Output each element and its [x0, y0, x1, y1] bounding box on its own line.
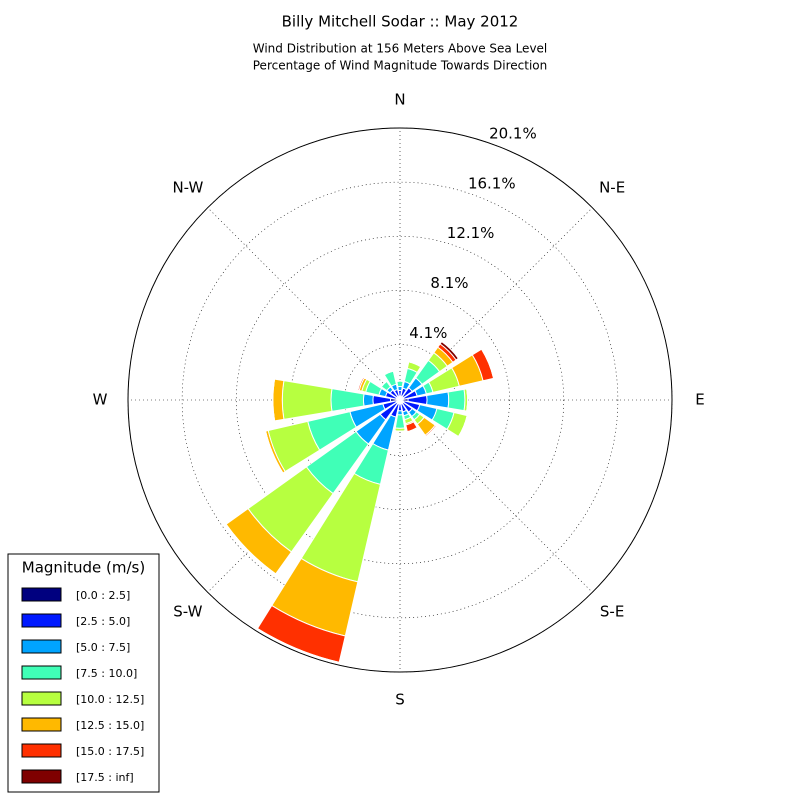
chart-subtitle: Wind Distribution at 156 Meters Above Se… — [253, 42, 548, 56]
direction-label: S — [395, 691, 405, 709]
bar-segment — [396, 410, 404, 416]
legend-title: Magnitude (m/s) — [22, 559, 145, 577]
legend-swatch — [21, 691, 62, 706]
legend-label: [17.5 : inf] — [76, 771, 134, 784]
bar-segment — [426, 391, 450, 409]
grid-circle — [235, 235, 565, 565]
direction-label: N-E — [599, 178, 625, 196]
legend-label: [10.0 : 12.5] — [76, 693, 144, 706]
bar-segment — [408, 361, 422, 368]
bar-segment — [394, 414, 406, 429]
bar-segment — [481, 348, 495, 379]
legend-label: [2.5 : 5.0] — [76, 615, 130, 628]
bar-segment — [458, 415, 468, 437]
bar-segment — [272, 379, 276, 421]
legend-swatch — [21, 665, 62, 680]
legend-swatch — [21, 587, 62, 602]
legend-label: [5.0 : 7.5] — [76, 641, 130, 654]
radial-grid-line — [207, 207, 401, 401]
bar-segment — [466, 388, 469, 412]
legend-label: [7.5 : 10.0] — [76, 667, 137, 680]
bar-segment — [330, 388, 365, 412]
direction-label: W — [93, 391, 108, 409]
legend-label: [12.5 : 15.0] — [76, 719, 144, 732]
bar-segment — [447, 388, 466, 412]
r-tick-label: 8.1% — [430, 274, 468, 292]
radial-grid-line — [399, 399, 593, 593]
direction-label: S-E — [600, 603, 624, 621]
chart-subtitle: Percentage of Wind Magnitude Towards Dir… — [253, 59, 547, 73]
bar-segment — [425, 425, 437, 437]
radial-grid-line — [399, 207, 593, 401]
legend-swatch — [21, 639, 62, 654]
r-tick-label: 20.1% — [489, 124, 537, 142]
legend-swatch — [21, 717, 62, 732]
bar-segment — [257, 628, 340, 663]
chart-title: Billy Mitchell Sodar :: May 2012 — [282, 13, 519, 31]
legend-label: [15.0 : 17.5] — [76, 745, 144, 758]
bar-segment — [225, 524, 276, 575]
legend-swatch — [21, 613, 62, 628]
direction-label: E — [695, 391, 704, 409]
grid-circle — [181, 181, 619, 619]
bar-segment — [439, 340, 460, 361]
legend-swatch — [21, 769, 62, 784]
r-tick-label: 4.1% — [409, 324, 447, 342]
legend-swatch — [21, 743, 62, 758]
bar-segment — [396, 380, 404, 388]
direction-label: S-W — [173, 603, 202, 621]
r-tick-label: 16.1% — [468, 174, 516, 192]
polar-frame — [127, 127, 673, 673]
bar-segment — [281, 380, 333, 420]
bar-segment — [397, 385, 403, 392]
bar-segment — [272, 378, 285, 422]
bar-segment — [362, 393, 374, 407]
direction-label: N-W — [172, 178, 203, 196]
direction-label: N — [394, 91, 405, 109]
bar-segment — [357, 376, 364, 391]
legend-label: [0.0 : 2.5] — [76, 589, 130, 602]
r-tick-label: 12.1% — [447, 224, 495, 242]
